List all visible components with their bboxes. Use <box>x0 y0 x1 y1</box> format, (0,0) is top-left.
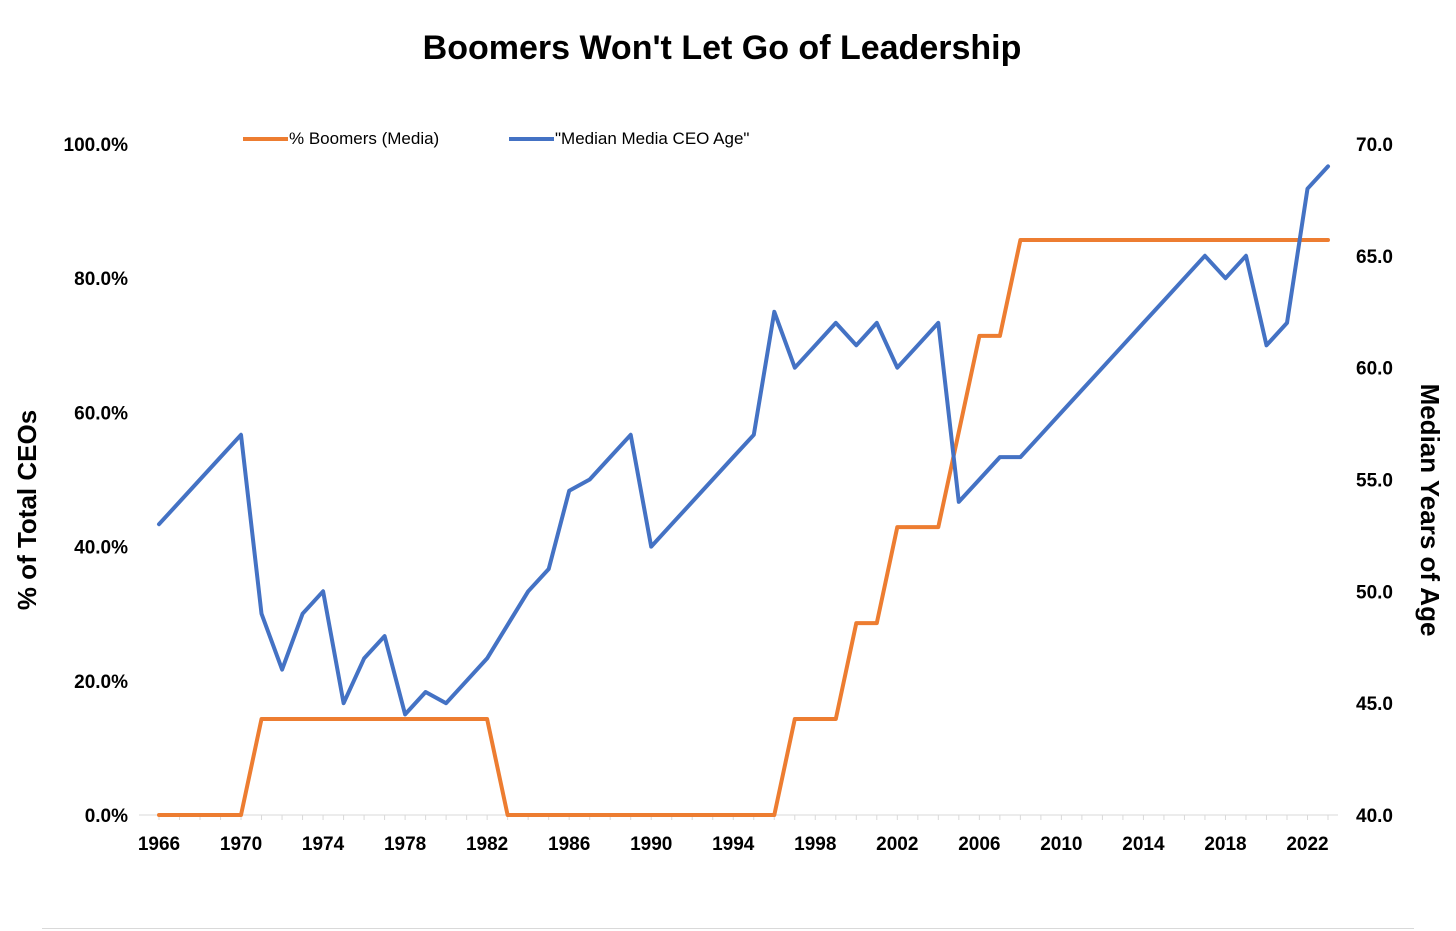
x-tick-label: 2018 <box>1204 834 1246 855</box>
y-left-tick-label: 80.0% <box>74 269 128 290</box>
y-right-tick-label: 45.0 <box>1356 694 1393 715</box>
bottom-divider <box>42 928 1414 929</box>
y-right-tick-label: 50.0 <box>1356 582 1393 603</box>
y-axis-left: 0.0% 20.0% 40.0% 60.0% 80.0% 100.0% <box>64 135 129 827</box>
y-right-tick-label: 70.0 <box>1356 135 1393 156</box>
x-tick-label: 1990 <box>630 834 672 855</box>
legend-label-median-age: "Median Media CEO Age" <box>555 129 749 148</box>
y-right-tick-label: 40.0 <box>1356 806 1393 827</box>
y-left-tick-label: 60.0% <box>74 403 128 424</box>
x-axis: 1966 1970 1974 1978 1982 1986 1990 1994 1998 2002… <box>138 815 1329 855</box>
y-left-tick-label: 20.0% <box>74 672 128 693</box>
y-axis-left-title: % of Total CEOs <box>12 410 42 610</box>
x-tick-label: 2014 <box>1122 834 1165 855</box>
y-right-tick-label: 55.0 <box>1356 471 1393 492</box>
x-tick-label: 1970 <box>220 834 262 855</box>
series-line-median-age <box>157 164 1330 717</box>
legend: % Boomers (Media) "Median Media CEO Age" <box>243 129 749 148</box>
x-tick-label: 1966 <box>138 834 180 855</box>
x-tick-label: 1982 <box>466 834 508 855</box>
y-left-tick-label: 0.0% <box>85 806 128 827</box>
x-tick-label: 1998 <box>794 834 836 855</box>
x-tick-label: 2002 <box>876 834 918 855</box>
series-line-boomers <box>157 238 1330 817</box>
y-right-tick-label: 60.0 <box>1356 359 1393 380</box>
y-axis-right: 40.0 45.0 50.0 55.0 60.0 65.0 70.0 <box>1356 135 1393 827</box>
y-axis-right-title: Median Years of Age <box>1415 384 1445 637</box>
chart-title: Boomers Won't Let Go of Leadership <box>423 29 1022 67</box>
x-tick-label: 1994 <box>712 834 755 855</box>
y-left-tick-label: 40.0% <box>74 538 128 559</box>
series-layer <box>157 164 1330 817</box>
y-left-tick-label: 100.0% <box>64 135 129 156</box>
x-tick-label: 2010 <box>1040 834 1082 855</box>
x-tick-label: 2006 <box>958 834 1000 855</box>
legend-label-boomers: % Boomers (Media) <box>289 129 439 148</box>
x-tick-label: 1978 <box>384 834 426 855</box>
y-right-tick-label: 65.0 <box>1356 247 1393 268</box>
x-tick-label: 2022 <box>1286 834 1328 855</box>
x-tick-label: 1974 <box>302 834 345 855</box>
x-tick-label: 1986 <box>548 834 590 855</box>
